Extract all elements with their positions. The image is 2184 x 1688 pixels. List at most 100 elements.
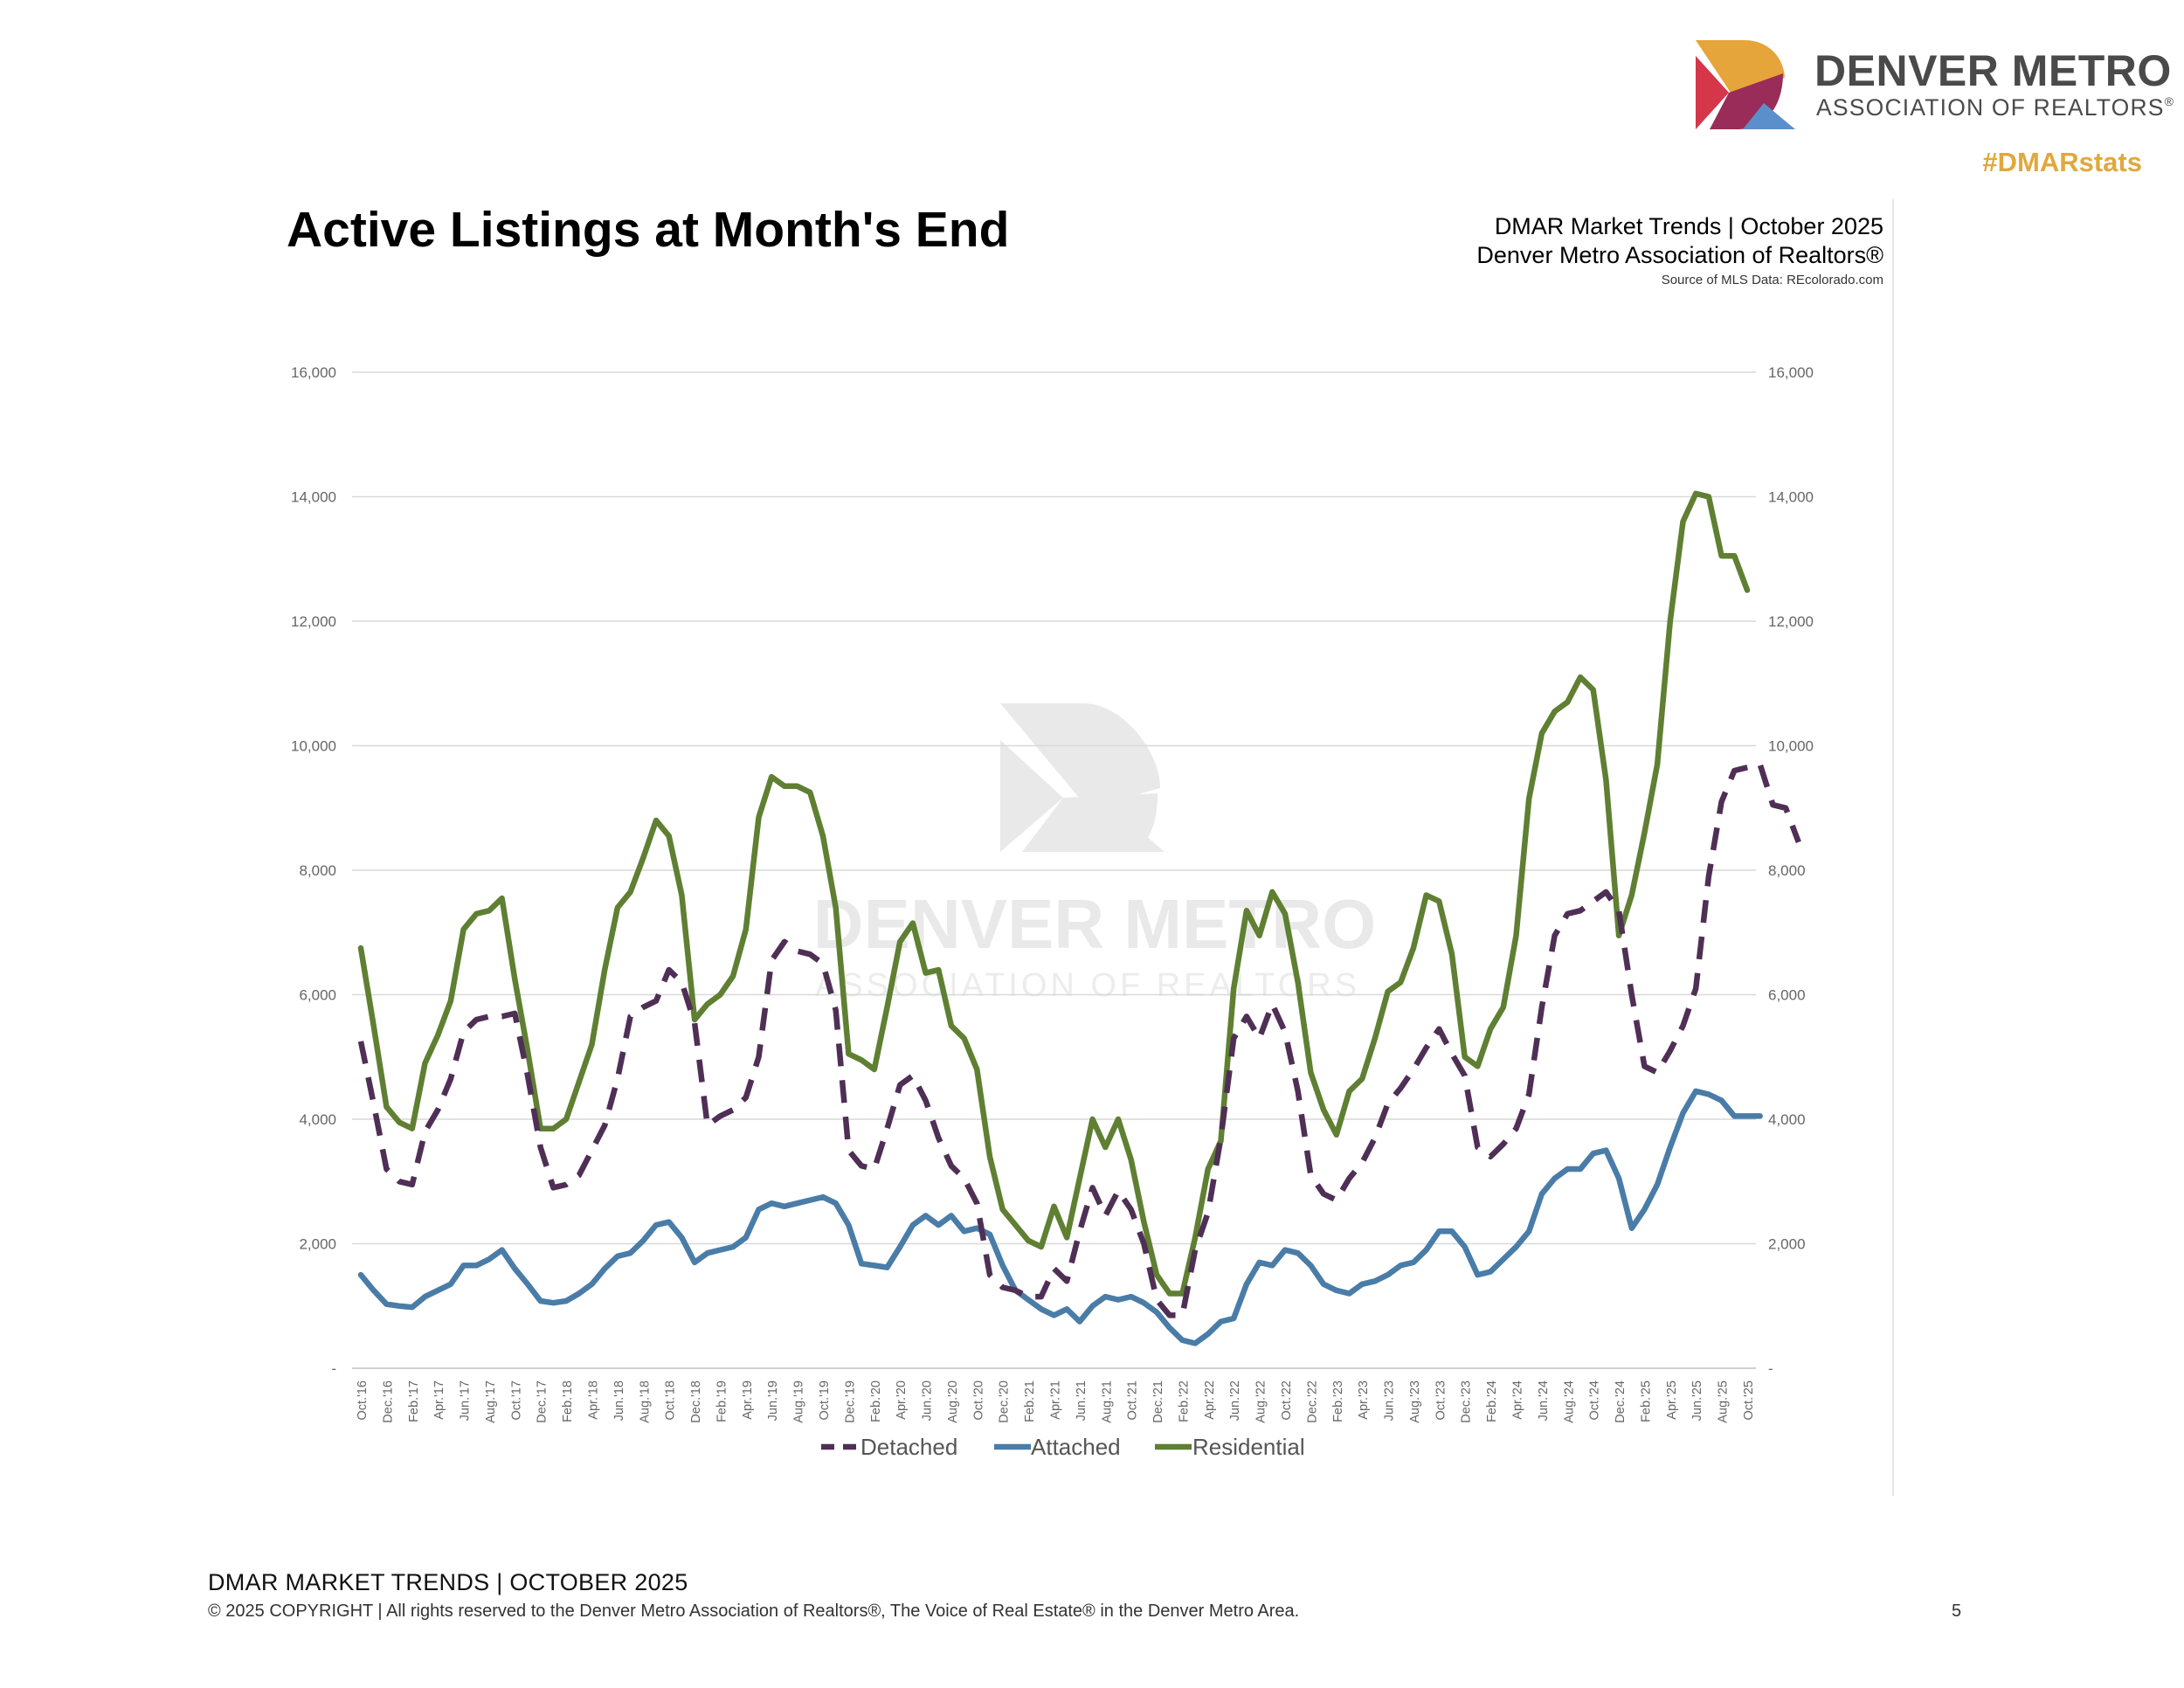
x-tick-label: Apr.'24 (1511, 1380, 1525, 1420)
hashtag: #DMARstats (1982, 147, 2142, 177)
x-tick-label: Apr.'23 (1357, 1380, 1371, 1420)
y-tick-label: 6,000 (1768, 987, 1806, 1004)
x-tick-label: Aug.'17 (484, 1380, 498, 1423)
y-tick-label: 8,000 (1768, 862, 1806, 879)
x-tick-label: Feb.'18 (561, 1380, 575, 1422)
y-axis-right: - 2,000 4,000 6,000 8,000 10,000 12,000 14,000 1… (1768, 364, 1814, 1377)
x-tick-label: Oct.'16 (356, 1380, 370, 1420)
x-tick-label: Oct.'19 (818, 1380, 832, 1420)
footer-copyright: © 2025 COPYRIGHT | All rights reserved t… (208, 1602, 1300, 1621)
x-tick-label: Aug.'22 (1254, 1380, 1268, 1423)
y-tick-label: 2,000 (1768, 1236, 1806, 1253)
x-tick-label: Oct.'24 (1588, 1380, 1602, 1420)
x-tick-label: Feb.'22 (1177, 1380, 1191, 1422)
x-tick-label: Jun.'25 (1690, 1380, 1704, 1421)
x-tick-label: Dec.'20 (998, 1380, 1012, 1423)
x-tick-label: Dec.'17 (536, 1380, 549, 1423)
x-tick-label: Oct.'21 (1126, 1380, 1140, 1420)
x-tick-label: Aug.'20 (946, 1380, 960, 1423)
y-tick-label: 2,000 (299, 1236, 336, 1253)
x-tick-label: Aug.'19 (792, 1380, 806, 1423)
x-tick-label: Feb.'23 (1331, 1380, 1345, 1422)
x-tick-label: Oct.'20 (971, 1380, 985, 1420)
x-tick-label: Apr.'18 (587, 1380, 601, 1420)
x-tick-label: Oct.'17 (509, 1380, 523, 1420)
footer-title: DMAR MARKET TRENDS | OCTOBER 2025 (208, 1569, 688, 1595)
x-tick-label: Aug.'23 (1408, 1380, 1422, 1423)
org-subtitle: ASSOCIATION OF REALTORS® (1816, 94, 2175, 121)
x-tick-label: Feb.'25 (1639, 1380, 1653, 1422)
x-tick-label: Apr.'20 (895, 1380, 909, 1420)
x-tick-label: Jun.'21 (1075, 1380, 1089, 1421)
source-block: DMAR Market Trends | October 2025 Denver… (1476, 213, 1883, 287)
grid-lines (352, 371, 1756, 1369)
source-line-3: Source of MLS Data: REcolorado.com (1661, 273, 1883, 287)
x-tick-label: Oct.'25 (1742, 1380, 1756, 1420)
legend-label-residential: Residential (1192, 1434, 1305, 1460)
x-tick-label: Jun.'23 (1383, 1380, 1397, 1421)
y-tick-label: 14,000 (291, 489, 336, 506)
x-tick-label: Apr.'21 (1049, 1380, 1063, 1420)
page-number: 5 (1952, 1602, 1962, 1621)
watermark: DENVER METRO ASSOCIATION OF REALTORS (813, 703, 1377, 1004)
watermark-subtitle: ASSOCIATION OF REALTORS (815, 967, 1360, 1004)
x-tick-label: Aug.'18 (638, 1380, 652, 1423)
x-tick-label: Dec.'18 (689, 1380, 703, 1423)
y-tick-label: 6,000 (299, 987, 336, 1004)
x-tick-label: Jun.'24 (1537, 1380, 1551, 1421)
x-tick-label: Apr.'19 (741, 1380, 755, 1420)
y-tick-label: 10,000 (1768, 738, 1814, 755)
x-tick-label: Jun.'19 (766, 1380, 780, 1421)
x-tick-label: Dec.'22 (1305, 1380, 1319, 1423)
x-tick-label: Oct.'22 (1280, 1380, 1294, 1420)
x-tick-label: Aug.'21 (1100, 1380, 1114, 1423)
logo-blue-segment (1743, 103, 1795, 129)
registered-mark: ® (2164, 94, 2175, 108)
divider (1892, 199, 1894, 1496)
x-tick-label: Dec.'23 (1460, 1380, 1474, 1423)
x-tick-label: Feb.'20 (869, 1380, 883, 1422)
legend-label-attached: Attached (1031, 1434, 1121, 1460)
y-tick-label: 4,000 (299, 1111, 336, 1128)
x-tick-label: Apr.'25 (1665, 1380, 1679, 1420)
source-line-2: Denver Metro Association of Realtors® (1476, 242, 1883, 268)
logo-red-segment (1696, 56, 1729, 129)
x-tick-label: Dec.'19 (843, 1380, 857, 1423)
y-tick-label: 12,000 (1768, 613, 1814, 630)
legend-label-detached: Detached (860, 1434, 957, 1460)
x-tick-label: Feb.'21 (1023, 1380, 1037, 1422)
x-tick-label: Dec.'21 (1151, 1380, 1165, 1423)
y-axis-left: - 2,000 4,000 6,000 8,000 10,000 12,000 14,000 1… (291, 364, 336, 1377)
y-tick-label: - (331, 1360, 336, 1377)
x-tick-label: Jun.'17 (459, 1380, 473, 1421)
x-tick-label: Jun.'22 (1228, 1380, 1242, 1421)
y-tick-label: 16,000 (291, 364, 336, 381)
x-tick-label: Aug.'25 (1717, 1380, 1731, 1423)
y-tick-label: - (1768, 1360, 1773, 1377)
watermark-logo-icon (1000, 703, 1165, 852)
org-name: DENVER METRO (1814, 46, 2172, 95)
x-tick-label: Dec.'16 (381, 1380, 395, 1423)
y-tick-label: 12,000 (291, 613, 336, 630)
series-line-residential (357, 490, 1751, 1297)
series-line-detached (357, 761, 1801, 1318)
y-tick-label: 8,000 (299, 862, 336, 879)
x-tick-label: Feb.'24 (1485, 1380, 1499, 1422)
x-tick-label: Apr.'17 (432, 1380, 446, 1420)
y-tick-label: 10,000 (291, 738, 336, 755)
x-tick-label: Feb.'17 (407, 1380, 421, 1422)
source-line-1: DMAR Market Trends | October 2025 (1494, 213, 1883, 239)
y-tick-label: 14,000 (1768, 489, 1814, 506)
x-tick-label: Oct.'23 (1434, 1380, 1448, 1420)
x-tick-label: Aug.'24 (1562, 1380, 1576, 1423)
x-tick-label: Jun.'20 (921, 1380, 935, 1421)
series-lines (357, 490, 1801, 1346)
x-tick-label: Jun.'18 (612, 1380, 626, 1421)
legend: Detached Attached Residential (821, 1434, 1305, 1460)
watermark-name: DENVER METRO (813, 885, 1377, 963)
x-tick-label: Dec.'24 (1614, 1380, 1628, 1423)
y-tick-label: 16,000 (1768, 364, 1814, 381)
series-line-attached (357, 1088, 1763, 1346)
x-tick-label: Feb.'19 (715, 1380, 729, 1422)
